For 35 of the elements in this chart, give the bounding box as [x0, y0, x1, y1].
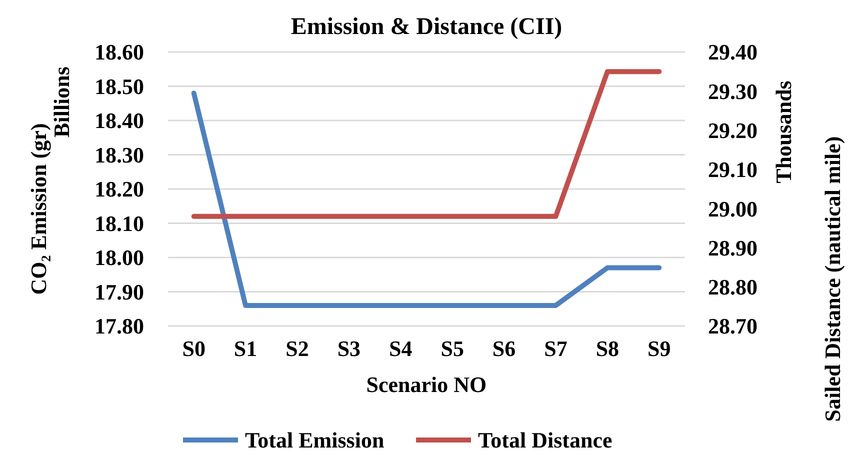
x-tick-label: S8 [596, 336, 620, 361]
y-tick-label: 17.90 [94, 279, 144, 304]
x-tick-label: S5 [440, 336, 464, 361]
y2-tick-label: 29.20 [708, 118, 758, 143]
y-tick-label: 17.80 [94, 314, 144, 339]
x-tick-label: S1 [234, 336, 258, 361]
y-tick-label: 18.00 [94, 245, 144, 270]
y-tick-label: 18.60 [94, 40, 144, 65]
y2-axis-title: Sailed Distance (nautical mile) [820, 136, 845, 422]
y-tick-label: 18.20 [94, 176, 144, 202]
y2-tick-label: 28.90 [708, 235, 758, 260]
y-tick-label: 18.50 [94, 74, 144, 99]
x-tick-label: S4 [389, 336, 412, 361]
y2-tick-label: 29.40 [708, 40, 758, 65]
text: Billions [49, 66, 74, 138]
y2-tick-label: 28.70 [708, 314, 758, 339]
y-tick-label: 18.30 [94, 142, 144, 168]
y2-tick-label: 29.10 [708, 157, 758, 182]
x-tick-label: S7 [544, 336, 568, 361]
y-tick-label: 18.40 [94, 108, 144, 134]
x-tick-label: S2 [286, 336, 309, 361]
chart-title: Emission & Distance (CII) [290, 14, 562, 40]
y-axis-title: CO₂ Emission (gr) [26, 123, 51, 295]
x-tick-label: S6 [492, 336, 516, 361]
text: Thousands [771, 80, 796, 184]
y2-tick-label: 29.30 [708, 78, 758, 104]
y2-tick-label: 28.80 [708, 274, 758, 300]
legend-label: Total Emission [245, 428, 384, 453]
legend-label: Total Distance [478, 428, 612, 453]
y2-tick-label: 29.00 [708, 196, 758, 222]
x-tick-label: S0 [182, 336, 206, 361]
x-tick-label: S3 [337, 336, 361, 361]
x-tick-label: S9 [648, 336, 671, 361]
y-tick-label: 18.10 [94, 210, 144, 236]
x-axis-title: Scenario NO [366, 372, 487, 397]
